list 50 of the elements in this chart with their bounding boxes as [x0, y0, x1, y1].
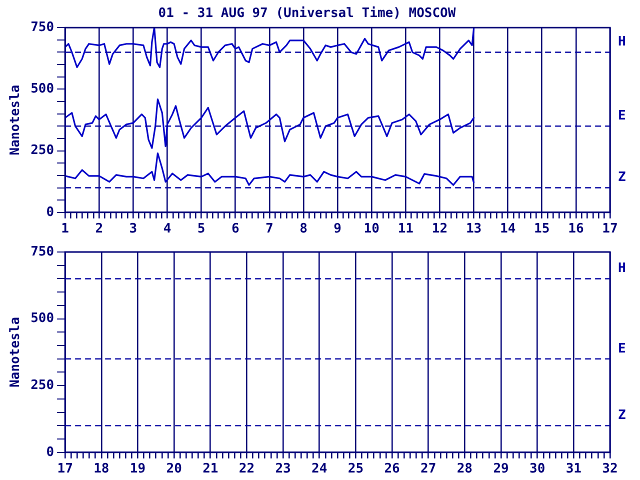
x-tick-label: 21 [202, 462, 218, 477]
x-tick-label: 15 [534, 222, 550, 237]
ref-line-label: Z [618, 408, 626, 424]
x-tick-label: 6 [231, 222, 240, 237]
x-tick-label: 28 [456, 462, 473, 477]
y-tick-label: 750 [30, 20, 54, 35]
ref-line-label: H [618, 261, 626, 276]
x-tick-label: 25 [348, 462, 364, 477]
y-tick-label: 250 [30, 143, 54, 158]
x-tick-label: 8 [300, 222, 308, 237]
x-tick-label: 11 [398, 222, 414, 237]
ref-line-label: E [618, 341, 626, 356]
x-tick-label: 26 [384, 462, 400, 477]
ref-line-label: H [618, 34, 626, 50]
y-tick-label: 0 [46, 444, 54, 460]
chart-title: 01 - 31 AUG 97 (Universal Time) MOSCOW [158, 6, 456, 22]
x-tick-label: 20 [166, 462, 182, 477]
x-tick-label: 12 [432, 222, 448, 237]
x-tick-label: 22 [238, 462, 255, 477]
x-tick-label: 4 [163, 222, 172, 237]
x-tick-label: 9 [334, 222, 342, 237]
x-tick-label: 23 [275, 462, 291, 477]
x-tick-label: 24 [312, 462, 328, 477]
x-tick-label: 13 [466, 222, 482, 237]
x-tick-label: 30 [530, 462, 546, 477]
ref-line-label: E [618, 108, 626, 124]
y-tick-label: 500 [30, 311, 54, 326]
x-tick-label: 10 [364, 222, 380, 237]
x-tick-label: 29 [493, 462, 509, 477]
x-tick-label: 5 [197, 222, 206, 237]
x-tick-label: 16 [568, 222, 584, 237]
x-tick-label: 2 [95, 222, 104, 237]
y-axis-title: Nanotesla [8, 84, 24, 156]
y-tick-label: 750 [30, 244, 54, 260]
y-tick-label: 500 [30, 82, 54, 97]
x-tick-label: 19 [130, 462, 146, 477]
x-tick-label: 32 [602, 462, 618, 477]
x-tick-label: 31 [566, 462, 582, 477]
x-tick-label: 3 [129, 222, 138, 237]
x-tick-label: 1 [61, 222, 70, 237]
x-tick-label: 17 [57, 462, 73, 477]
x-tick-label: 7 [266, 222, 274, 237]
x-tick-label: 27 [420, 462, 436, 477]
x-tick-label: 14 [500, 222, 516, 237]
x-tick-label: 18 [94, 462, 110, 477]
ref-line-label: Z [618, 170, 626, 186]
y-tick-label: 0 [46, 204, 54, 220]
y-tick-label: 250 [30, 378, 54, 393]
x-tick-label: 17 [602, 222, 618, 237]
y-axis-title: Nanotesla [8, 316, 24, 388]
